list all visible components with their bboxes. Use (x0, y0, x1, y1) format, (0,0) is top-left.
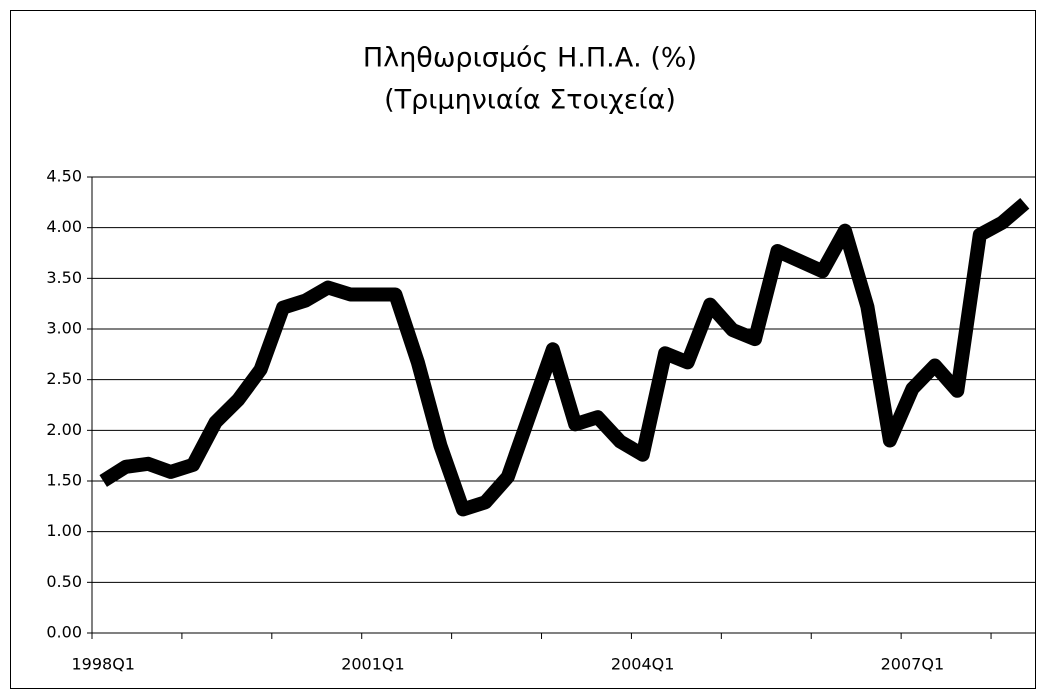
x-tick-label: 2007Q1 (881, 655, 945, 674)
chart-border (10, 10, 1036, 689)
y-tick-label: 3.00 (46, 319, 82, 338)
chart-title: Πληθωρισμός Η.Π.Α. (%) (363, 43, 697, 74)
data-line (99, 197, 1030, 517)
y-tick-label: 4.50 (46, 167, 82, 186)
x-tick-label: 2004Q1 (611, 655, 675, 674)
y-tick-label: 0.00 (46, 623, 82, 642)
y-tick-label: 3.50 (46, 268, 82, 287)
y-tick-label: 1.00 (46, 521, 82, 540)
x-tick-label: 2001Q1 (341, 655, 405, 674)
y-tick-label: 2.00 (46, 420, 82, 439)
y-tick-label: 2.50 (46, 369, 82, 388)
chart-subtitle: (Τριμηνιαία Στοιχεία) (384, 85, 676, 116)
x-tick-label: 1998Q1 (71, 655, 135, 674)
y-tick-label: 4.00 (46, 217, 82, 236)
y-tick-label: 1.50 (46, 471, 82, 490)
y-tick-label: 0.50 (46, 572, 82, 591)
